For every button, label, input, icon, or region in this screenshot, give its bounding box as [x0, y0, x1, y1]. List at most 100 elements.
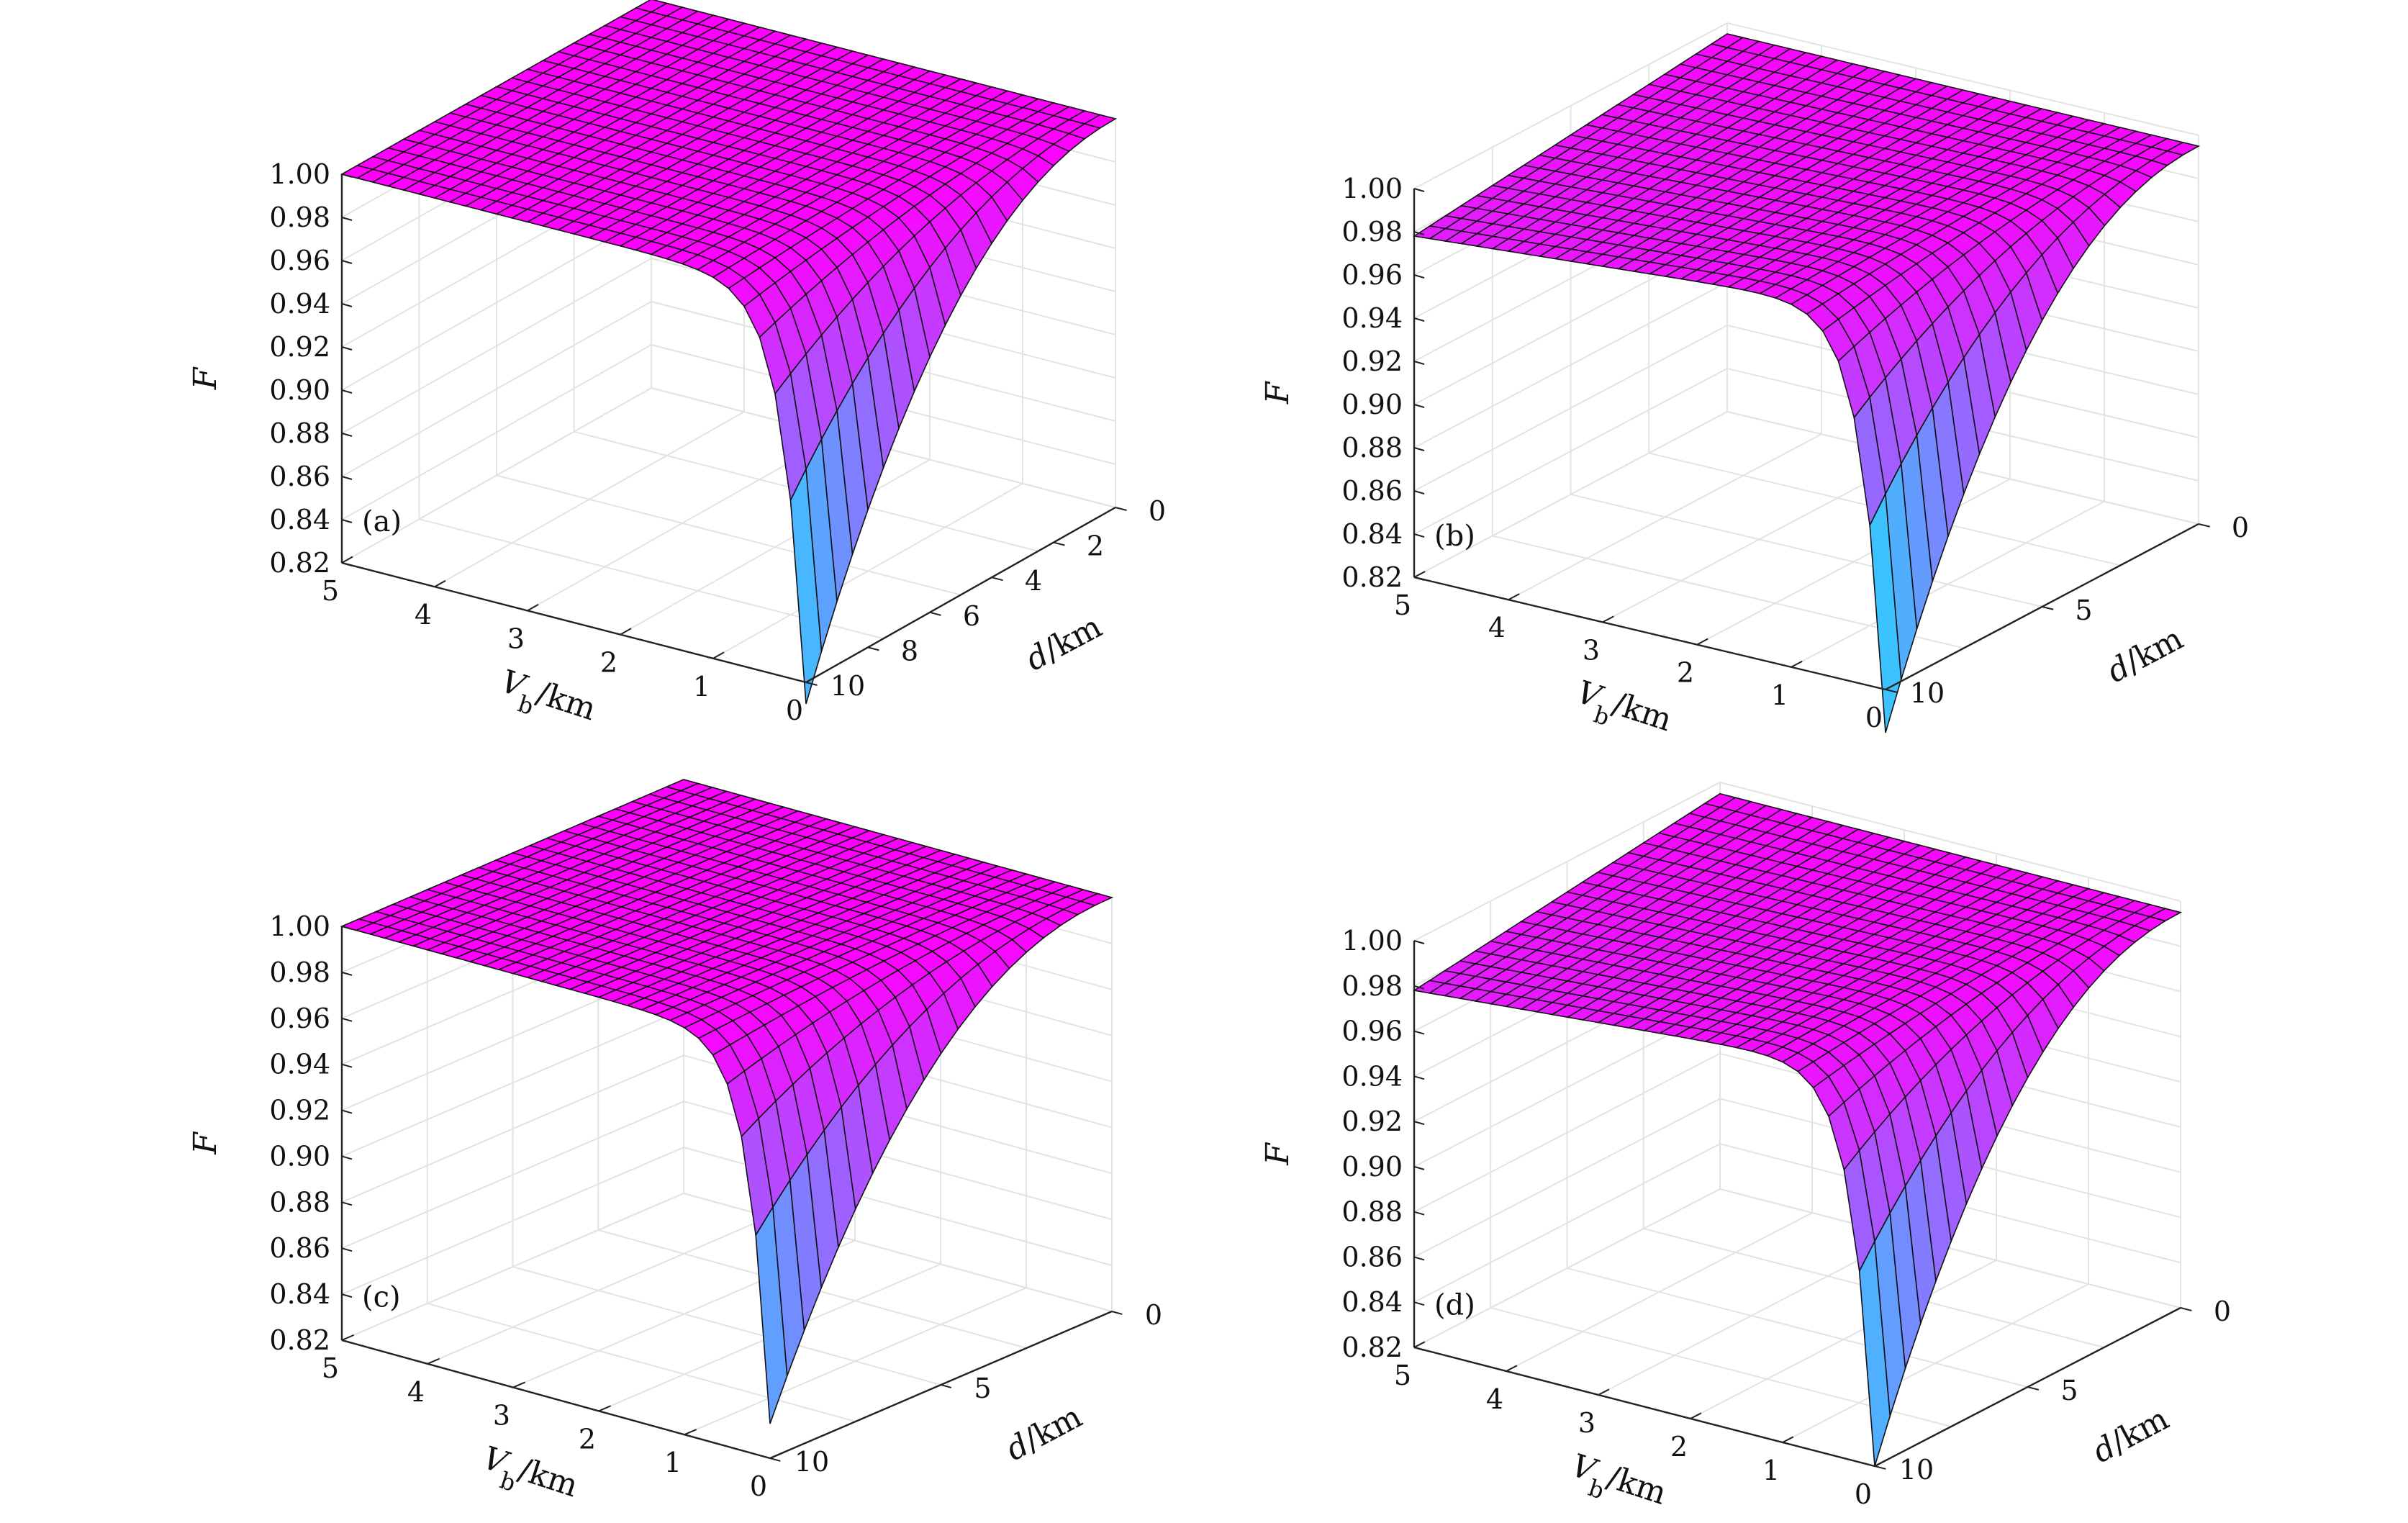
- panel-a: 1.00 0.98 0.96 0.94 0.92 0.90 0.88 0.86 0.84 0.82…: [187, 0, 1166, 728]
- y-tick-mark: [1115, 507, 1127, 511]
- z-tick-label: 0.84: [1341, 518, 1403, 550]
- z-axis-title: F: [187, 366, 224, 390]
- y-axis-line: [805, 506, 1116, 684]
- y-tick-mark: [1053, 541, 1065, 546]
- z-tick-mark: [341, 562, 353, 566]
- z-tick-mark: [1413, 361, 1425, 365]
- x-tick-mark: [1413, 571, 1426, 578]
- z-tick-mark: [1413, 1301, 1425, 1306]
- y-tick-mark: [2198, 523, 2210, 528]
- grid-line: [341, 343, 1116, 520]
- x-tick-label: 4: [415, 599, 432, 631]
- z-tick-mark: [341, 926, 353, 930]
- panel-label: (c): [362, 1281, 401, 1314]
- z-tick-mark: [1413, 404, 1425, 408]
- z-tick-label: 0.92: [1341, 1106, 1403, 1137]
- x-tick-mark: [1508, 593, 1520, 601]
- z-axis-title: F: [1259, 1142, 1296, 1166]
- y-tick-label: 2: [1087, 530, 1104, 562]
- grid-line: [1413, 367, 2199, 535]
- x-tick-label: 0: [1865, 702, 1883, 733]
- x-tick-mark: [341, 556, 353, 564]
- z-tick-mark: [341, 303, 353, 307]
- x-tick-mark: [1602, 615, 1614, 623]
- panel-label: (a): [362, 505, 402, 538]
- z-tick-label: 0.92: [269, 1095, 330, 1126]
- z-tick-mark: [1413, 447, 1425, 451]
- y-tick-label: 0: [1149, 495, 1166, 527]
- z-tick-label: 0.92: [1341, 345, 1403, 377]
- x-tick-mark: [598, 1405, 612, 1412]
- y-tick-label: 10: [830, 670, 865, 702]
- panel-label: (b): [1434, 520, 1475, 553]
- x-tick-label: 1: [693, 671, 710, 702]
- x-tick-label: 3: [1583, 634, 1600, 666]
- x-tick-label: 1: [664, 1447, 682, 1478]
- z-tick-mark: [1413, 1075, 1425, 1080]
- z-tick-label: 0.94: [269, 288, 330, 320]
- y-tick-mark: [1874, 1465, 1886, 1470]
- z-tick-mark: [1413, 940, 1425, 944]
- y-tick-label: 4: [1025, 565, 1042, 597]
- z-tick-label: 0.98: [1341, 970, 1403, 1002]
- panel-c: 1.00 0.98 0.96 0.94 0.92 0.90 0.88 0.86 0.84 0.82…: [187, 778, 1162, 1504]
- surface: [1412, 792, 2183, 1467]
- y-tick-label: 10: [1899, 1454, 1934, 1486]
- x-tick-label: 2: [1670, 1431, 1688, 1463]
- z-tick-label: 0.94: [269, 1049, 330, 1080]
- x-tick-mark: [341, 1334, 355, 1341]
- y-tick-label: 5: [2060, 1375, 2078, 1406]
- x-axis-line: [341, 561, 807, 684]
- grid-line: [1413, 410, 2199, 578]
- z-tick-label: 0.84: [1341, 1286, 1403, 1318]
- y-axis-title: d/km: [2101, 620, 2189, 690]
- x-tick-mark: [512, 1381, 526, 1388]
- z-tick-label: 0.82: [1341, 1332, 1403, 1363]
- z-tick-mark: [1413, 490, 1425, 494]
- panel-b: 1.00 0.98 0.96 0.94 0.92 0.90 0.88 0.86 0.84 0.82…: [1259, 22, 2249, 750]
- x-tick-label: 0: [1855, 1478, 1872, 1510]
- y-tick-mark: [769, 1458, 781, 1462]
- z-tick-mark: [1413, 533, 1425, 538]
- z-tick-label: 0.96: [1341, 259, 1403, 291]
- grid-line: [341, 1192, 1113, 1341]
- y-tick-mark: [1111, 1311, 1123, 1315]
- y-tick-label: 0: [2232, 512, 2249, 543]
- z-tick-mark: [1413, 1030, 1425, 1035]
- x-axis-title: Vb/km: [1569, 674, 1677, 750]
- z-tick-mark: [1413, 231, 1425, 235]
- z-tick-mark: [341, 1339, 353, 1344]
- z-tick-mark: [341, 519, 353, 523]
- x-tick-label: 3: [1578, 1407, 1595, 1439]
- z-tick-label: 0.96: [269, 245, 330, 276]
- y-tick-label: 0: [1145, 1299, 1162, 1331]
- z-tick-label: 0.92: [269, 331, 330, 363]
- z-tick-mark: [341, 476, 353, 480]
- x-tick-mark: [805, 675, 818, 683]
- y-tick-label: 6: [963, 600, 980, 632]
- x-tick-mark: [1598, 1388, 1610, 1396]
- z-tick-mark: [341, 971, 353, 976]
- x-tick-label: 0: [786, 695, 803, 726]
- z-tick-mark: [1413, 1165, 1425, 1170]
- grid-line: [1490, 901, 1952, 1427]
- x-tick-label: 4: [1488, 612, 1506, 643]
- z-tick-mark: [1413, 985, 1425, 990]
- z-tick-mark: [341, 260, 353, 264]
- surface: [340, 779, 1114, 1424]
- surface: [340, 0, 1118, 705]
- surface-patch: [1869, 492, 1902, 733]
- z-tick-mark: [1413, 1347, 1425, 1351]
- z-tick-mark: [1413, 188, 1425, 192]
- y-tick-mark: [805, 682, 818, 686]
- z-tick-mark: [341, 217, 353, 221]
- x-tick-label: 2: [600, 647, 617, 679]
- panel-d: 1.00 0.98 0.96 0.94 0.92 0.90 0.88 0.86 0.84 0.82…: [1259, 781, 2231, 1512]
- z-tick-label: 0.90: [269, 1140, 330, 1172]
- x-tick-label: 5: [322, 575, 339, 607]
- x-tick-label: 3: [507, 623, 525, 654]
- axes: [340, 174, 1116, 684]
- y-axis-title: d/km: [2087, 1401, 2175, 1470]
- z-axis-title: F: [1259, 381, 1296, 405]
- z-tick-mark: [341, 433, 353, 437]
